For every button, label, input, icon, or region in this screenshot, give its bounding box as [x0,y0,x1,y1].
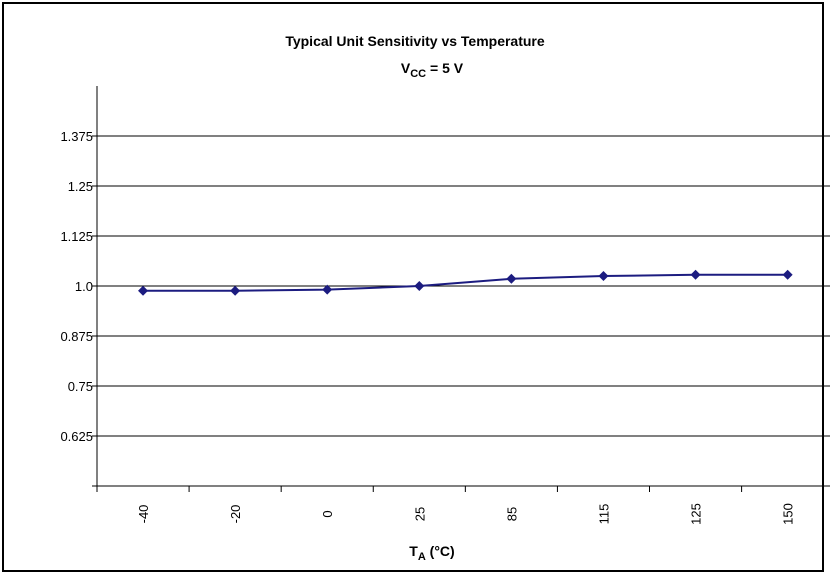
xlabel-subscript: A [418,551,426,563]
data-point [690,269,701,280]
data-point [782,269,793,280]
x-tick-label: 25 [412,507,427,521]
x-tick-label: 115 [596,504,611,525]
grid-layer [92,135,830,437]
data-point [598,271,609,281]
x-axis-label: TA (°C) [409,543,454,563]
axis-layer [92,86,830,492]
x-tick-label: 125 [689,503,704,525]
xlabel-prefix: T [409,543,418,559]
x-tick-label: 150 [781,503,796,525]
xlabel-suffix: (°C) [426,543,455,559]
x-tick-label: 85 [504,507,519,521]
y-tick-label: 0.875 [60,329,93,344]
y-tick-label: 0.75 [68,379,93,394]
x-tick-label: -40 [136,505,151,524]
data-point [138,285,149,296]
x-tick-label: -20 [228,505,243,524]
chart-subtitle: VCC = 5 V [401,60,464,80]
y-tick-label: 0.625 [60,429,93,444]
data-point [322,284,333,295]
data-point [230,285,241,296]
y-tick-label: 1.25 [68,179,93,194]
subtitle-suffix: = 5 V [426,60,464,76]
y-tick-label: 1.375 [60,129,93,144]
subtitle-subscript: CC [410,68,426,80]
y-tick-label: 1.0 [75,279,93,294]
series-line [143,273,788,292]
subtitle-prefix: V [401,60,411,76]
series-layer [138,269,793,296]
chart-title: Typical Unit Sensitivity vs Temperature [285,33,545,49]
x-tick-labels: -40 -20 0 25 85 115 125 150 [136,503,796,525]
y-tick-label: 1.125 [60,229,93,244]
x-tick-label: 0 [320,510,335,517]
data-point [414,281,425,291]
data-point [506,273,517,284]
y-tick-labels: 0.625 0.75 0.875 1.0 1.125 1.25 1.375 [60,129,93,444]
